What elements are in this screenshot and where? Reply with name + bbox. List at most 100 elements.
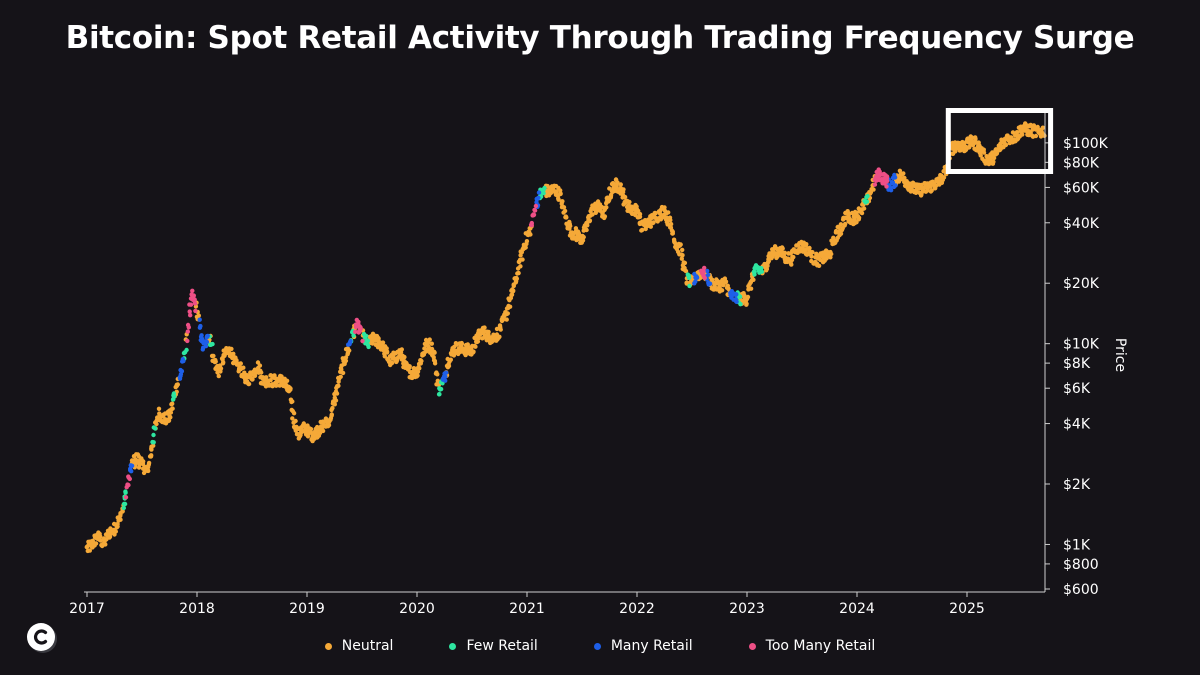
data-point-neutral bbox=[511, 288, 516, 293]
data-point-neutral bbox=[517, 259, 522, 264]
data-point-neutral bbox=[618, 182, 623, 187]
data-point-neutral bbox=[308, 426, 314, 432]
data-point-few bbox=[364, 333, 369, 339]
data-point-neutral bbox=[329, 412, 334, 417]
data-point-neutral bbox=[339, 367, 344, 372]
data-point-neutral bbox=[528, 232, 533, 237]
data-point-neutral bbox=[343, 358, 349, 363]
data-point-neutral bbox=[347, 348, 352, 353]
data-point-neutral bbox=[627, 199, 632, 205]
data-point-neutral bbox=[246, 381, 252, 387]
data-point-neutral bbox=[175, 382, 180, 387]
data-point-neutral bbox=[340, 370, 346, 376]
data-point-neutral bbox=[666, 210, 671, 215]
data-point-neutral bbox=[766, 258, 771, 264]
data-point-neutral bbox=[745, 294, 751, 300]
data-point-many bbox=[893, 183, 898, 188]
data-point-many bbox=[707, 281, 713, 286]
data-point-too-many bbox=[191, 293, 196, 298]
data-point-neutral bbox=[679, 256, 684, 261]
data-point-neutral bbox=[231, 351, 236, 356]
data-point-many bbox=[890, 180, 896, 185]
data-point-neutral bbox=[435, 378, 440, 383]
data-point-too-many bbox=[702, 275, 707, 281]
data-point-many bbox=[536, 195, 541, 200]
data-point-too-many bbox=[193, 308, 198, 314]
data-point-neutral bbox=[668, 221, 674, 227]
data-point-neutral bbox=[662, 205, 667, 210]
data-point-neutral bbox=[427, 337, 432, 342]
data-point-few bbox=[210, 341, 215, 347]
data-point-many bbox=[199, 333, 204, 338]
data-point-neutral bbox=[829, 251, 834, 257]
data-point-neutral bbox=[509, 292, 515, 297]
data-point-neutral bbox=[376, 336, 381, 341]
data-point-few bbox=[541, 187, 546, 192]
data-point-neutral bbox=[103, 542, 108, 547]
data-point-neutral bbox=[518, 264, 523, 269]
data-point-neutral bbox=[809, 254, 814, 259]
data-point-neutral bbox=[482, 325, 487, 330]
data-point-many bbox=[536, 190, 542, 195]
data-point-many bbox=[200, 336, 205, 342]
data-point-many bbox=[734, 292, 739, 297]
data-point-many bbox=[179, 369, 185, 374]
data-point-neutral bbox=[168, 410, 174, 415]
data-point-too-many bbox=[884, 178, 890, 184]
y-tick-label: $100K bbox=[1063, 136, 1109, 152]
data-point-neutral bbox=[556, 197, 561, 202]
data-point-neutral bbox=[622, 194, 628, 200]
data-point-neutral bbox=[399, 347, 404, 352]
data-point-neutral bbox=[1042, 133, 1047, 138]
data-point-too-many bbox=[701, 269, 706, 274]
data-point-too-many bbox=[188, 302, 194, 307]
data-point-neutral bbox=[473, 344, 478, 349]
data-point-neutral bbox=[221, 360, 226, 365]
data-point-few bbox=[151, 440, 156, 445]
data-point-neutral bbox=[417, 366, 422, 371]
data-point-neutral bbox=[211, 353, 216, 359]
x-tick-label: 2025 bbox=[949, 601, 985, 617]
data-point-neutral bbox=[560, 199, 565, 204]
data-point-too-many bbox=[126, 482, 131, 488]
data-point-neutral bbox=[156, 406, 162, 411]
data-point-neutral bbox=[320, 428, 326, 434]
data-point-too-many bbox=[533, 203, 539, 209]
legend-label: Too Many Retail bbox=[765, 638, 876, 654]
data-point-neutral bbox=[98, 534, 103, 539]
data-point-few bbox=[351, 333, 356, 338]
data-point-neutral bbox=[279, 374, 284, 379]
legend-dot-icon bbox=[748, 642, 756, 650]
data-point-neutral bbox=[558, 191, 563, 197]
data-point-neutral bbox=[146, 468, 151, 474]
data-point-neutral bbox=[973, 136, 978, 142]
data-point-neutral bbox=[636, 208, 641, 214]
data-point-few bbox=[365, 342, 371, 348]
data-point-neutral bbox=[382, 354, 387, 359]
data-point-neutral bbox=[590, 212, 595, 217]
data-point-neutral bbox=[563, 215, 569, 220]
y-tick-label: $60K bbox=[1063, 180, 1100, 196]
data-point-too-many bbox=[353, 329, 358, 334]
data-point-neutral bbox=[816, 263, 822, 268]
data-point-neutral bbox=[640, 227, 645, 233]
data-point-too-many bbox=[358, 326, 363, 332]
data-point-neutral bbox=[334, 391, 340, 396]
data-point-neutral bbox=[516, 270, 521, 276]
data-point-neutral bbox=[828, 255, 833, 260]
legend-dot-icon bbox=[324, 642, 332, 650]
data-point-neutral bbox=[168, 415, 173, 420]
data-point-many bbox=[706, 272, 711, 277]
data-point-neutral bbox=[933, 183, 939, 188]
data-point-too-many bbox=[123, 495, 129, 500]
data-point-neutral bbox=[268, 378, 273, 383]
legend-label: Many Retail bbox=[610, 638, 693, 654]
data-point-neutral bbox=[751, 277, 756, 282]
y-tick-label: $1K bbox=[1063, 537, 1091, 553]
data-point-neutral bbox=[780, 246, 785, 251]
legend-dot-icon bbox=[593, 642, 601, 650]
legend-item-too-many: Too Many Retail bbox=[748, 638, 876, 654]
data-point-few bbox=[865, 193, 870, 199]
data-point-neutral bbox=[500, 317, 506, 322]
data-point-neutral bbox=[561, 205, 567, 210]
